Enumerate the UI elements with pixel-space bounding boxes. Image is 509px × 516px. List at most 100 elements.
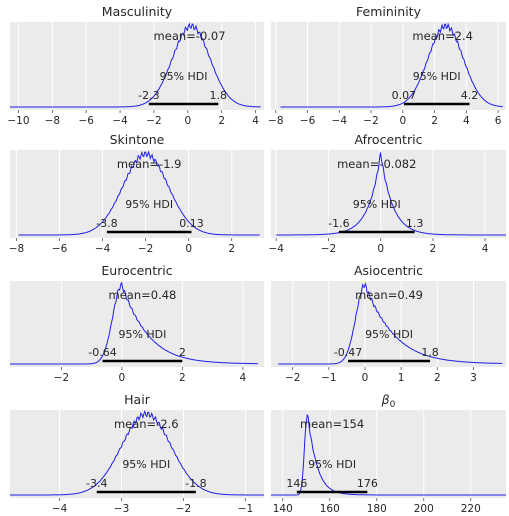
- x-tick-label: −2: [176, 503, 191, 515]
- posterior-density-curve: [278, 282, 503, 365]
- x-tick-label: 180: [367, 503, 387, 515]
- mean-label: mean=0.48: [109, 288, 177, 302]
- x-tick-label: −2: [54, 372, 69, 384]
- hdi-lower-label: 0.07: [392, 89, 417, 102]
- x-tick-label: −6: [300, 115, 316, 127]
- x-tick-label: −6: [78, 115, 94, 127]
- x-tick-label: −2: [138, 243, 153, 255]
- mean-label: mean=-2.6: [114, 417, 179, 431]
- x-tick-label: −4: [95, 243, 111, 255]
- panel-asiocentric: −2 −1 0 1 2 3 Asiocentric -0.47 1.8 95% HDI mean=0…: [271, 263, 506, 384]
- panel-skintone: −8 −6 −4 −2 0 2 Skintone -3.8 0.13 95% HDI mean=-1…: [9, 132, 264, 255]
- x-tick-label: 160: [320, 503, 340, 515]
- x-tick-label: 140: [273, 503, 293, 515]
- panel-title: Afrocentric: [355, 132, 423, 147]
- hdi-upper-label: 1.8: [210, 89, 228, 102]
- x-tick-label: 0: [399, 115, 406, 127]
- posterior-density-curve: [10, 22, 261, 108]
- x-tick-label: 2: [179, 372, 186, 384]
- plot-area: [271, 410, 506, 498]
- panel-femininity: −8 −6 −4 −2 0 2 4 6 Femininity 0.07 4.295% HDI mean…: [268, 4, 506, 127]
- hdi-lower-label: -2.3: [138, 89, 159, 102]
- x-tick-label: −4: [52, 503, 68, 515]
- mean-label: mean=154: [300, 417, 364, 431]
- hdi-label: 95% HDI: [125, 198, 173, 211]
- mean-label: mean=-0.082: [337, 157, 416, 171]
- hdi-lower-label: -0.47: [334, 346, 362, 359]
- mean-label: mean=-1.9: [117, 157, 182, 171]
- panel-title: Skintone: [110, 132, 165, 147]
- x-tick-label: 2: [431, 115, 438, 127]
- hdi-upper-label: 1.3: [406, 217, 424, 230]
- x-tick-label: 0: [119, 372, 126, 384]
- hdi-upper-label: 4.2: [461, 89, 479, 102]
- x-tick-label: 220: [461, 503, 481, 515]
- plot-area: [271, 281, 506, 367]
- hdi-label: 95% HDI: [353, 198, 401, 211]
- mean-label: mean=2.4: [412, 29, 473, 43]
- x-tick-label: −4: [112, 115, 128, 127]
- posterior-density-curve: [18, 150, 260, 236]
- x-tick-label: −10: [7, 115, 29, 127]
- x-tick-label: −2: [363, 115, 378, 127]
- hdi-lower-label: -1.6: [328, 217, 349, 230]
- panel-title: Masculinity: [102, 4, 173, 19]
- x-tick-label: −2: [146, 115, 161, 127]
- panel-hair: −4 −3 −2 −1 Hair -3.4 -1.8 95% HDI mean=-2.6: [10, 392, 264, 515]
- x-tick-label: 0: [377, 243, 384, 255]
- x-tick-label: 0: [184, 115, 191, 127]
- hdi-lower-label: 146: [286, 477, 307, 490]
- hdi-lower-label: -0.64: [88, 346, 116, 359]
- hdi-upper-label: 1.8: [421, 346, 439, 359]
- mean-label: mean=0.49: [355, 288, 423, 302]
- hdi-lower-label: -3.8: [96, 217, 117, 230]
- hdi-lower-label: -3.4: [86, 477, 107, 490]
- x-tick-label: 1: [398, 372, 405, 384]
- x-tick-label: 4: [239, 372, 246, 384]
- posterior-density-curve: [276, 152, 506, 236]
- x-tick-label: 4: [482, 243, 489, 255]
- x-tick-label: 3: [470, 372, 477, 384]
- posterior-density-curve: [271, 413, 506, 496]
- hdi-label: 95% HDI: [413, 70, 461, 83]
- hdi-upper-label: -1.8: [185, 477, 206, 490]
- hdi-label: 95% HDI: [118, 328, 166, 341]
- x-tick-label: 2: [430, 243, 437, 255]
- hdi-upper-label: 176: [357, 477, 378, 490]
- x-tick-label: −2: [321, 243, 336, 255]
- x-tick-label: 2: [228, 243, 235, 255]
- posterior-density-curve: [280, 22, 503, 108]
- panel-title: Hair: [124, 392, 151, 407]
- hdi-label: 95% HDI: [365, 328, 413, 341]
- plot-area: [271, 22, 506, 110]
- x-tick-label: −8: [9, 243, 24, 255]
- x-tick-label: 4: [252, 115, 259, 127]
- plot-area: [10, 281, 264, 367]
- hdi-label: 95% HDI: [308, 458, 356, 471]
- x-tick-label: 200: [414, 503, 434, 515]
- panel-title: Femininity: [356, 4, 422, 19]
- mean-label: mean=-0.07: [154, 29, 226, 43]
- posterior-density-curve: [10, 282, 258, 365]
- x-tick-label: −4: [268, 243, 284, 255]
- x-tick-label: 0: [362, 372, 369, 384]
- posterior-density-curve: [10, 409, 264, 496]
- panel-title: Eurocentric: [101, 263, 172, 278]
- panel-masculinity: −10 −8 −6 −4 −2 0 2 4 Masculinity -2.3 1.895% HDI m…: [7, 4, 264, 127]
- x-tick-label: 2: [434, 372, 441, 384]
- x-tick-label: −1: [238, 503, 253, 515]
- x-tick-label: 6: [495, 115, 502, 127]
- hdi-label: 95% HDI: [122, 458, 170, 471]
- panel-title: β0: [381, 392, 396, 410]
- panel-title: Asiocentric: [354, 263, 423, 278]
- hdi-upper-label: 0.13: [179, 217, 204, 230]
- plot-area: [10, 410, 264, 498]
- x-tick-label: −3: [114, 503, 129, 515]
- panel-afrocentric: −4 −2 0 2 4 Afrocentric -1.6 1.3 95% HDI mean=-0.…: [268, 132, 506, 255]
- x-tick-label: −6: [52, 243, 68, 255]
- x-tick-label: −1: [321, 372, 336, 384]
- plot-area: [10, 150, 264, 238]
- x-tick-label: 0: [185, 243, 192, 255]
